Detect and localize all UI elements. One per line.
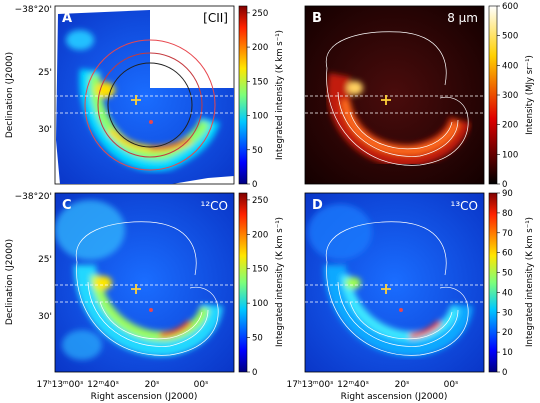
panel-letter: B (312, 11, 322, 26)
colorbar-tick-label: 250 (252, 9, 268, 19)
panel-letter: C (62, 198, 72, 213)
ra-axis-label: Right ascension (J2000) (341, 392, 448, 402)
panel-b: B 8 µm (304, 5, 498, 185)
colorbar-ticks: 0501001502002500100200300400500600050100… (247, 2, 518, 378)
colorbar-tick-label: 100 (252, 299, 268, 309)
colorbar (488, 192, 498, 373)
dec-axis-label: Declination (J2000) (5, 239, 15, 325)
cii-map (55, 10, 234, 184)
colorbar-tick-label: 70 (502, 229, 513, 239)
dec-tick-label: −38°20' (15, 192, 52, 202)
ra-axis-label: Right ascension (J2000) (91, 392, 198, 402)
colorbar (238, 5, 248, 185)
ra-tick-label: 20ˢ (395, 380, 410, 390)
colorbar-tick-label: 150 (252, 77, 268, 87)
colorbar-tick-label: 200 (502, 121, 518, 131)
colorbar-tick-label: 300 (502, 91, 518, 101)
colorbar-tick-label: 50 (502, 269, 513, 279)
colorbar-tick-label: 100 (502, 150, 518, 160)
colorbar-tick-label: 500 (502, 32, 518, 42)
dec-axis-label: Declination (J2000) (5, 52, 15, 138)
colorbar-tick-label: 60 (502, 249, 513, 259)
dec-tick-label: −38°20' (15, 5, 52, 15)
colorbar-label: Intensity (MJy sr⁻¹) (525, 55, 535, 135)
center-marker-icon (131, 284, 141, 294)
ra-tick-label: 17ʰ13ᵐ00ˢ (37, 380, 84, 390)
colorbar-tick-label: 20 (502, 328, 513, 338)
colorbar (238, 192, 248, 373)
panel-c: C ¹²CO (54, 192, 248, 373)
panel-tracer-label: [CII] (203, 11, 228, 25)
colorbar-label: Integrated intensity (K km s⁻¹) (525, 217, 535, 347)
colorbar-tick-label: 100 (252, 112, 268, 122)
ra-tick-label: 00ˢ (444, 380, 459, 390)
colorbar-label: Integrated intensity (K km s⁻¹) (275, 30, 285, 160)
co13-map (305, 204, 484, 357)
ra-tick-label: 17ʰ13ᵐ00ˢ (287, 380, 334, 390)
dec-tick-label: 25' (38, 68, 52, 78)
colorbar-tick-label: 80 (502, 209, 513, 219)
colorbar-tick-label: 200 (252, 43, 268, 53)
dec-tick-label: 30' (38, 125, 52, 135)
panel-a: A [CII] (54, 5, 248, 185)
center-marker-icon (381, 284, 391, 294)
irac-8um-map (305, 31, 484, 167)
panel-letter: D (312, 198, 323, 213)
colorbar-tick-label: 400 (502, 61, 518, 71)
colorbar-tick-label: 10 (502, 348, 513, 358)
colorbar-tick-label: 30 (502, 308, 513, 318)
colorbar-tick-label: 40 (502, 288, 513, 298)
colorbar-tick-label: 0 (252, 368, 257, 378)
panel-letter: A (62, 11, 72, 26)
colorbar-tick-label: 0 (502, 368, 507, 378)
panel-tracer-label: 8 µm (447, 11, 478, 25)
center-marker-icon (381, 95, 391, 105)
co12-map (55, 200, 234, 360)
panel-tracer-label: ¹³CO (451, 199, 478, 213)
colorbar-tick-label: 150 (252, 265, 268, 275)
panel-d: D ¹³CO (304, 192, 498, 373)
colorbar-tick-label: 50 (252, 146, 263, 156)
colorbar-tick-label: 50 (252, 334, 263, 344)
colorbar (488, 5, 498, 185)
ra-tick-label: 12ᵐ40ˢ (87, 380, 119, 390)
panel-tracer-label: ¹²CO (201, 199, 228, 213)
colorbar-tick-label: 250 (252, 196, 268, 206)
colorbar-tick-label: 0 (502, 180, 507, 190)
ra-tick-label: 00ˢ (194, 380, 209, 390)
ra-tick-label: 20ˢ (145, 380, 160, 390)
colorbar-tick-label: 200 (252, 230, 268, 240)
colorbar-tick-label: 90 (502, 189, 513, 199)
colorbar-tick-label: 0 (252, 180, 257, 190)
ra-tick-label: 12ᵐ40ˢ (337, 380, 369, 390)
dec-tick-label: 30' (38, 312, 52, 322)
dec-tick-label: 25' (38, 255, 52, 265)
colorbar-label: Integrated intensity (K km s⁻¹) (275, 217, 285, 347)
center-marker-icon (131, 95, 141, 105)
colorbar-tick-label: 600 (502, 2, 518, 12)
